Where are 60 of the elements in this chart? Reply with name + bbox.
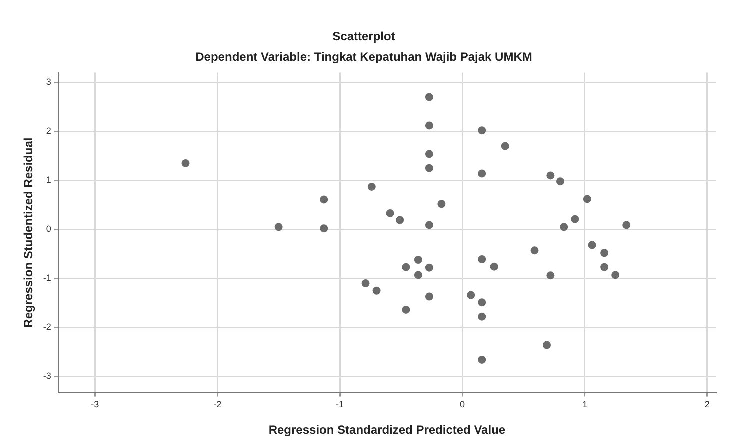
y-tick-label: 1 <box>46 175 52 186</box>
point <box>320 224 328 233</box>
point <box>546 172 555 180</box>
point <box>600 263 609 272</box>
point <box>467 291 476 300</box>
x-tick-label: -2 <box>214 400 222 410</box>
point <box>402 263 410 272</box>
point <box>425 164 434 172</box>
point <box>414 271 422 280</box>
point <box>425 221 434 230</box>
chart-subtitle: Dependent Variable: Tingkat Kepatuhan Wajib Pajak UMKM <box>196 50 532 64</box>
point <box>425 292 434 301</box>
point <box>556 178 564 186</box>
point <box>546 272 555 280</box>
point <box>600 249 609 258</box>
point <box>588 241 596 250</box>
point <box>478 256 486 264</box>
point <box>571 215 580 224</box>
point <box>425 150 434 158</box>
x-tick-label: 1 <box>582 400 588 410</box>
point <box>478 298 486 307</box>
point <box>368 182 376 191</box>
point <box>362 280 370 288</box>
x-tick-label: -3 <box>91 400 100 410</box>
point <box>274 223 283 232</box>
y-tick-label: 0 <box>46 224 52 234</box>
x-tick-label: -1 <box>336 400 344 410</box>
point <box>478 356 486 364</box>
point <box>372 286 381 295</box>
point <box>543 341 552 350</box>
point <box>414 256 422 264</box>
point <box>583 195 592 204</box>
y-tick-label: 3 <box>46 77 52 88</box>
point <box>438 200 446 208</box>
point <box>530 246 539 255</box>
point <box>320 196 328 204</box>
y-tick-label: -1 <box>43 273 52 284</box>
point <box>425 93 434 102</box>
y-tick-label: -2 <box>43 322 52 332</box>
point <box>182 159 190 168</box>
x-axis-title: Regression Standardized Predicted Value <box>268 423 506 438</box>
point <box>501 142 510 150</box>
chart-title: Scatterplot <box>332 30 396 44</box>
y-tick-label: -3 <box>43 371 52 382</box>
x-tick-label: 2 <box>704 400 710 410</box>
point <box>478 126 486 135</box>
point <box>622 221 631 230</box>
point <box>386 209 394 218</box>
point <box>612 271 620 280</box>
y-axis-title: Regression Studentized Residual <box>22 138 36 328</box>
point <box>425 264 434 272</box>
point <box>478 312 486 321</box>
point <box>490 262 498 271</box>
point <box>425 122 434 130</box>
x-tick-label: 0 <box>460 400 466 410</box>
point <box>402 306 410 314</box>
point <box>396 216 404 224</box>
point <box>560 223 568 232</box>
y-tick-label: 2 <box>46 126 52 136</box>
point <box>478 170 486 178</box>
